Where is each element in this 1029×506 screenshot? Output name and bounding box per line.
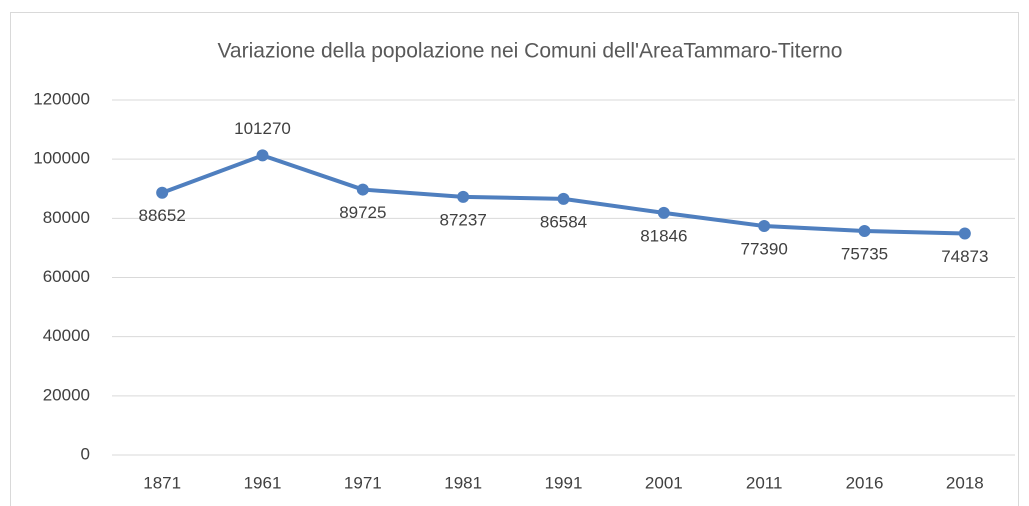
- point: [858, 224, 871, 237]
- x-tick-label: 2016: [846, 473, 884, 492]
- data-label: 88652: [139, 206, 186, 225]
- data-label: 81846: [640, 226, 687, 245]
- x-tick-label: 1871: [143, 473, 181, 492]
- y-tick-label: 20000: [43, 385, 90, 404]
- chart-title: Variazione della popolazione nei Comuni …: [217, 40, 842, 63]
- y-tick-label: 80000: [43, 208, 90, 227]
- point: [256, 149, 269, 162]
- x-tick-label: 2018: [946, 473, 984, 492]
- point: [958, 227, 971, 240]
- data-label: 74873: [941, 247, 988, 266]
- data-label: 86584: [540, 212, 587, 231]
- x-tick-label: 1981: [444, 473, 482, 492]
- point: [557, 192, 570, 205]
- data-label: 75735: [841, 244, 888, 263]
- data-label: 77390: [741, 240, 788, 259]
- x-tick-label: 1971: [344, 473, 382, 492]
- data-label: 101270: [234, 119, 291, 138]
- point: [457, 190, 470, 203]
- y-tick-label: 0: [81, 444, 90, 463]
- point: [657, 206, 670, 219]
- data-label: 89725: [339, 203, 386, 222]
- y-tick-label: 60000: [43, 267, 90, 286]
- data-label: 87237: [440, 210, 487, 229]
- y-tick-label: 100000: [33, 149, 90, 168]
- x-tick-label: 2011: [746, 473, 783, 492]
- y-tick-label: 40000: [43, 326, 90, 345]
- point: [156, 186, 169, 199]
- chart-border: [10, 12, 1019, 506]
- point: [356, 183, 369, 196]
- x-tick-label: 2001: [645, 473, 683, 492]
- y-tick-label: 120000: [33, 89, 90, 108]
- x-tick-label: 1991: [545, 473, 583, 492]
- x-tick-label: 1961: [244, 473, 282, 492]
- point: [758, 220, 771, 233]
